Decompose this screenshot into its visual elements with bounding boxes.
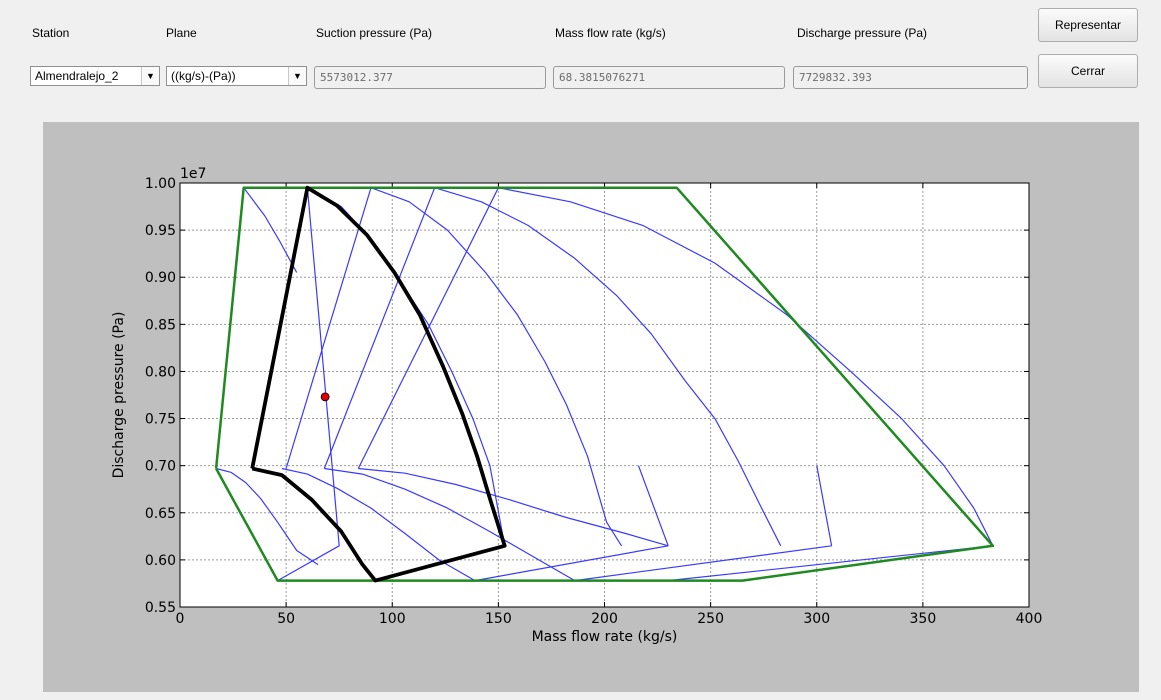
represent-button[interactable]: Representar — [1038, 8, 1138, 42]
mass-flow-label: Mass flow rate (kg/s) — [555, 26, 666, 40]
line-series-line — [668, 545, 993, 582]
curve-series-line — [324, 467, 576, 582]
station-select[interactable]: Almendralejo_2 ▼ — [30, 66, 160, 86]
chevron-down-icon[interactable]: ▼ — [141, 67, 159, 85]
discharge-pressure-field[interactable]: 7729832.393 — [793, 66, 1028, 89]
curve-series-line — [370, 187, 623, 547]
envelope-series-line — [214, 186, 995, 582]
x-axis-label: Mass flow rate (kg/s) — [532, 629, 678, 645]
line-series-line — [574, 545, 832, 582]
y-offset-label: 1e7 — [180, 166, 206, 182]
chevron-down-icon[interactable]: ▼ — [288, 67, 306, 85]
curve-series-line — [358, 467, 669, 547]
y-tick-label: 0.95 — [145, 223, 176, 239]
suction-pressure-field[interactable]: 5573012.377 — [314, 66, 546, 89]
plane-label: Plane — [166, 26, 197, 40]
line-series-line — [357, 187, 499, 469]
y-tick-label: 0.90 — [145, 270, 176, 286]
x-tick-label: 200 — [591, 611, 618, 627]
discharge-pressure-label: Discharge pressure (Pa) — [797, 26, 928, 40]
y-axis-label: Discharge pressure (Pa) — [111, 312, 127, 479]
line-series-line — [816, 465, 833, 546]
plot-panel: 0 50 100 150 200 250 300 350 400 0.55 0.60 0.65 0.70… — [43, 122, 1139, 692]
station-label: Station — [32, 26, 70, 40]
x-tick-label: 0 — [176, 611, 185, 627]
curve-series-line — [498, 187, 994, 547]
operating-series-line — [250, 185, 507, 583]
x-tick-label: 400 — [1016, 611, 1043, 627]
y-tick-label: 0.75 — [145, 412, 176, 428]
operating-point-marker — [320, 392, 330, 402]
x-tick-label: 250 — [697, 611, 724, 627]
chart: 0 50 100 150 200 250 300 350 400 0.55 0.60 0.65 0.70… — [111, 166, 1043, 645]
line-series-line — [277, 187, 340, 582]
suction-pressure-label: Suction pressure (Pa) — [316, 26, 433, 40]
line-series-line — [474, 545, 669, 582]
y-tick-label: 0.65 — [145, 506, 176, 522]
curve-series-line — [281, 467, 476, 582]
plot-frame — [179, 182, 1030, 608]
line-series-line — [285, 187, 372, 469]
y-tick-label: 1.00 — [145, 176, 176, 192]
line-series-line — [323, 187, 436, 469]
plane-select-value: ((kg/s)-(Pa)) — [171, 69, 236, 83]
plane-select[interactable]: ((kg/s)-(Pa)) ▼ — [166, 66, 307, 86]
close-button[interactable]: Cerrar — [1038, 54, 1138, 88]
line-series-line — [637, 465, 669, 547]
curve-series-line — [434, 187, 782, 547]
x-tick-label: 350 — [910, 611, 937, 627]
y-tick-label: 0.80 — [145, 364, 176, 380]
x-tick-label: 100 — [379, 611, 406, 627]
station-select-value: Almendralejo_2 — [35, 69, 119, 83]
x-tick-label: 300 — [803, 611, 830, 627]
mass-flow-field[interactable]: 68.3815076271 — [553, 66, 785, 89]
y-tick-label: 0.55 — [145, 600, 176, 616]
y-tick-label: 0.60 — [145, 553, 176, 569]
curve-series-line — [215, 467, 319, 566]
curve-series-line — [243, 187, 298, 273]
x-tick-label: 150 — [485, 611, 512, 627]
x-tick-label: 50 — [277, 611, 295, 627]
y-tick-label: 0.85 — [145, 317, 176, 333]
y-tick-label: 0.70 — [145, 459, 176, 475]
